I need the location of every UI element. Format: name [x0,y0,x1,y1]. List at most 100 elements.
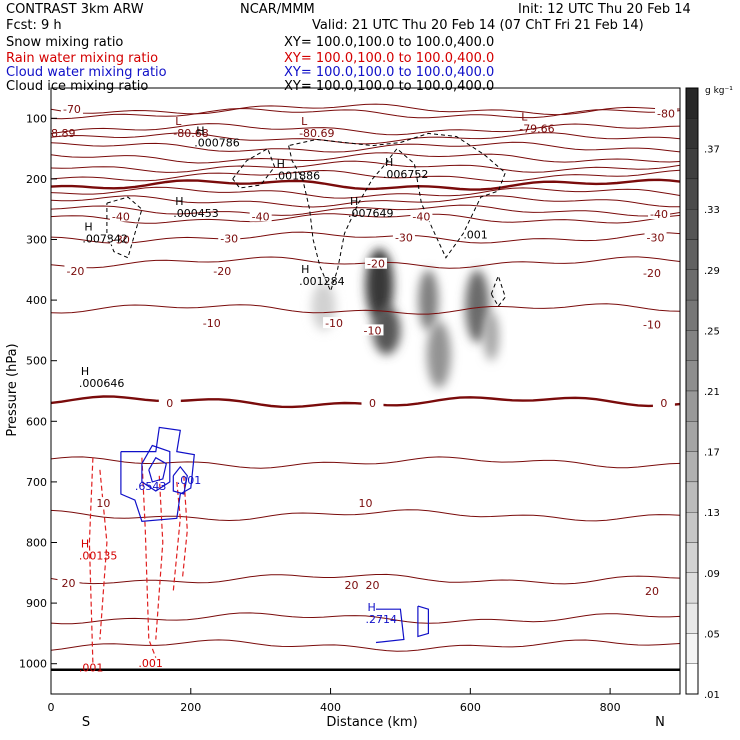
x-tick-label: 200 [180,701,201,714]
field-cloudwater-name: Cloud water mixing ratio [6,65,167,80]
y-tick-label: 100 [26,112,47,125]
contour-label: -70 [63,103,81,116]
extremum-marker: H [350,195,358,208]
field-snow-xy: XY= 100.0,100.0 to 100.0,400.0 [284,35,495,50]
contour-label-bg [641,318,664,330]
temperature-contour [51,509,680,522]
extremum-value: .000646 [79,377,125,390]
contour-label-bg [200,317,223,329]
contour-label-bg [655,107,678,119]
colorbar-tick-label: .21 [704,387,720,398]
colorbar-cell [685,239,699,270]
x-tick-label: 600 [460,701,481,714]
contour-label: 20 [345,579,359,592]
field-cloudice-name: Cloud ice mixing ratio [6,79,149,94]
x-end-label-left: S [82,715,90,730]
contour-label: -20 [66,265,84,278]
extremum-marker: H [81,365,89,378]
extremum-marker: H [81,538,89,551]
extremum-value: .000786 [194,136,240,149]
contour-label-bg [652,397,675,409]
temperature-contour [51,231,680,244]
cloud-ice-contour [232,147,276,189]
contour-label-bg [641,584,664,596]
colorbar-cell [685,390,699,422]
field-cloudice-xy: XY= 100.0,100.0 to 100.0,400.0 [284,79,495,94]
colorbar-cell [685,481,699,513]
y-tick-label: 500 [26,355,47,368]
y-axis-label: Pressure (hPa) [5,343,20,436]
colorbar-cell [685,421,699,452]
contour-label-bg [57,577,80,589]
temperature-contour [51,103,680,116]
contour-label: -20 [367,258,385,271]
contour-label-bg [64,265,87,277]
temperature-contour [51,195,680,208]
contour-label: -10 [203,317,221,330]
extremum-value: -79.66 [519,122,554,135]
cloud-ice-contour [288,132,506,293]
extremum-value: .007649 [348,207,394,220]
field-rain-xy: XY= 100.0,100.0 to 100.0,400.0 [284,51,495,66]
field-cloudwater-xy: XY= 100.0,100.0 to 100.0,400.0 [284,65,495,80]
cloud-water-contour [172,465,188,495]
valid-time: Valid: 21 UTC Thu 20 Feb 14 (07 ChT Fri … [312,18,644,33]
x-tick-label: 400 [320,701,341,714]
colorbar-cell [685,269,699,301]
y-tick-label: 1000 [19,658,47,671]
plot-frame [50,87,681,695]
temperature-contour [51,204,680,217]
colorbar-tick-label: .17 [704,448,720,459]
extremum-marker: H [196,124,204,137]
y-tick-label: 900 [26,597,47,610]
contour-label: -10 [325,317,343,330]
extremum-value: .006752 [383,168,429,181]
temperature-contour [51,132,680,145]
contour-label: -30 [647,232,665,245]
temperature-contour [51,178,680,191]
contour-label-bg [218,232,241,244]
snow-shading-blob [465,269,490,343]
colorbar-unit: g kg⁻¹ [705,86,733,96]
colorbar-cell [685,148,699,180]
temperature-contour [51,186,680,199]
colorbar-cell [685,118,699,149]
temperature-contour [51,107,680,120]
contour-label: -20 [213,265,231,278]
contour-label: -40 [412,210,430,223]
contour-label-bg [109,233,132,245]
extremum-value: 8.89 [51,127,76,140]
contour-label: -30 [220,232,238,245]
rain-water-contour [88,457,94,664]
contour-label-bg [648,208,671,220]
forecast-hour: Fcst: 9 h [6,18,62,33]
rain-water-contour [141,457,157,658]
colorbar-cell [685,512,699,543]
contour-label: -30 [112,234,130,247]
temperature-contour [51,152,680,164]
temperature-contour [51,456,680,469]
contour-label-bg [323,317,346,329]
x-tick-label: 0 [48,701,55,714]
extremum-marker: H [277,158,285,171]
extremum-marker: L [175,115,182,128]
contour-label-bg [158,397,181,409]
rain-water-contour [181,475,188,579]
contour-label: 20 [61,577,75,590]
colorbar-tick-label: .09 [704,569,720,580]
extremum-value: .000453 [173,207,219,220]
y-tick-label: 700 [26,476,47,489]
contour-label-bg [410,210,433,222]
extremum-value: .2714 [365,613,397,626]
contour-label: 0 [166,397,173,410]
temperature-contour [51,303,680,315]
extremum-value: .001 [463,228,488,241]
rain-water-contour [172,481,181,592]
contour-label: 10 [96,497,110,510]
temperature-contour [51,169,680,183]
extremum-marker: H [367,601,375,614]
temperature-contour [51,573,680,585]
cloud-water-contour [148,456,167,483]
contour-label: 20 [645,585,659,598]
contour-label: -40 [112,210,130,223]
